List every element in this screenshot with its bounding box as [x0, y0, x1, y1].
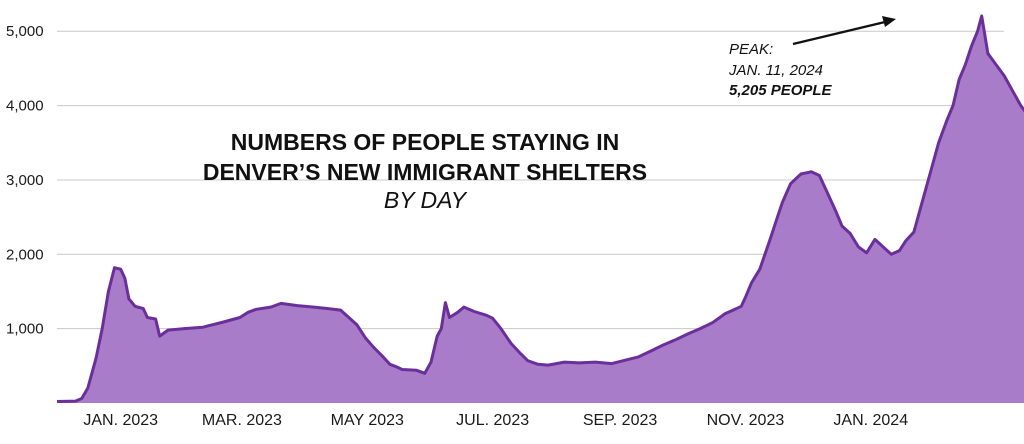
y-tick-label: 5,000	[6, 23, 44, 40]
title-line-1: NUMBERS OF PEOPLE STAYING IN	[231, 129, 620, 155]
chart-title: NUMBERS OF PEOPLE STAYING IN DENVER’S NE…	[203, 129, 647, 213]
title-line-2: DENVER’S NEW IMMIGRANT SHELTERS	[203, 159, 647, 185]
x-tick-label: MAY 2023	[331, 412, 404, 429]
y-axis-ticks: 1,000 2,000 3,000 4,000 5,000	[6, 23, 44, 337]
x-tick-label: JAN. 2024	[833, 412, 908, 429]
series-line	[56, 14, 1024, 403]
x-tick-label: MAR. 2023	[202, 412, 282, 429]
peak-label: PEAK:	[729, 41, 773, 58]
series-area	[57, 16, 1024, 403]
x-tick-label: JAN. 2023	[83, 412, 158, 429]
y-tick-label: 4,000	[6, 98, 44, 115]
x-tick-label: JUL. 2023	[456, 412, 529, 429]
y-tick-label: 1,000	[6, 321, 44, 338]
chart-subtitle: BY DAY	[384, 187, 468, 213]
peak-date: JAN. 11, 2024	[728, 62, 823, 79]
x-axis-ticks: JAN. 2023 MAR. 2023 MAY 2023 JUL. 2023 SEP. …	[83, 412, 908, 429]
y-tick-label: 3,000	[6, 172, 44, 189]
peak-annotation: PEAK: JAN. 11, 2024 5,205 PEOPLE	[728, 16, 896, 99]
x-tick-label: NOV. 2023	[707, 412, 785, 429]
peak-arrow-line	[792, 20, 886, 46]
series-layer	[56, 14, 1024, 403]
y-tick-label: 2,000	[6, 246, 44, 263]
x-tick-label: SEP. 2023	[583, 412, 658, 429]
peak-arrow-head	[882, 16, 896, 27]
peak-count: 5,205 PEOPLE	[729, 82, 833, 99]
